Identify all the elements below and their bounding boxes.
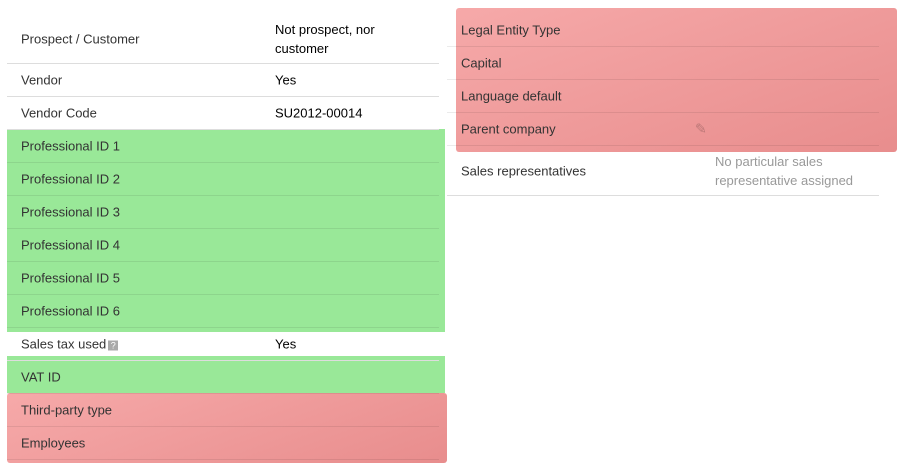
field-row: Language default: [447, 80, 879, 113]
help-icon[interactable]: ?: [108, 340, 119, 351]
field-label: Parent company: [461, 121, 556, 137]
field-row: Professional ID 5: [7, 262, 439, 295]
field-label: Capital: [461, 55, 502, 71]
field-row: Professional ID 1: [7, 130, 439, 163]
field-label: Legal Entity Type: [461, 22, 561, 38]
field-label: Sales representatives: [461, 163, 587, 178]
field-row: Prospect / Customer Not prospect, nor cus…: [7, 14, 439, 64]
field-row: Sales representatives No particular sales…: [447, 146, 879, 196]
field-label: Employees: [21, 435, 86, 451]
field-row: Professional ID 4: [7, 229, 439, 262]
highlight-red: [7, 393, 447, 463]
field-label: Professional ID 2: [21, 171, 120, 187]
highlight-green: [7, 356, 445, 393]
highlight-red: [456, 8, 897, 152]
edit-icon[interactable]: ✎: [695, 120, 707, 137]
field-label: Sales tax used?: [21, 337, 119, 352]
field-label: Language default: [461, 88, 562, 104]
field-label: Prospect / Customer: [21, 31, 140, 46]
field-label: VAT ID: [21, 369, 61, 385]
field-row: Professional ID 2: [7, 163, 439, 196]
field-label: Professional ID 1: [21, 138, 120, 154]
field-row: VAT ID: [7, 361, 439, 394]
field-label: Vendor: [21, 72, 63, 88]
field-value: Yes: [275, 72, 297, 88]
field-value: SU2012-00014: [275, 105, 363, 121]
field-row: Employees: [7, 427, 439, 460]
field-value: Yes: [275, 336, 297, 352]
field-row: Vendor Code SU2012-00014: [7, 97, 439, 130]
field-label: Professional ID 4: [21, 237, 120, 253]
field-row: Parent company ✎: [447, 113, 879, 146]
field-row: Legal Entity Type: [447, 14, 879, 47]
field-label: Vendor Code: [21, 105, 97, 121]
field-row: Vendor Yes: [7, 64, 439, 97]
field-label: Professional ID 3: [21, 204, 120, 220]
highlight-green: [7, 129, 445, 332]
field-value: Not prospect, nor customer: [275, 21, 375, 56]
field-row: Sales tax used? Yes: [7, 328, 439, 361]
field-label: Professional ID 6: [21, 303, 120, 319]
field-value: No particular sales representative assig…: [715, 153, 854, 188]
field-label: Professional ID 5: [21, 270, 120, 286]
field-row: Third-party type: [7, 394, 439, 427]
field-row: Professional ID 6: [7, 295, 439, 328]
field-row: Professional ID 3: [7, 196, 439, 229]
field-label: Third-party type: [21, 402, 113, 418]
field-row: Capital: [447, 47, 879, 80]
